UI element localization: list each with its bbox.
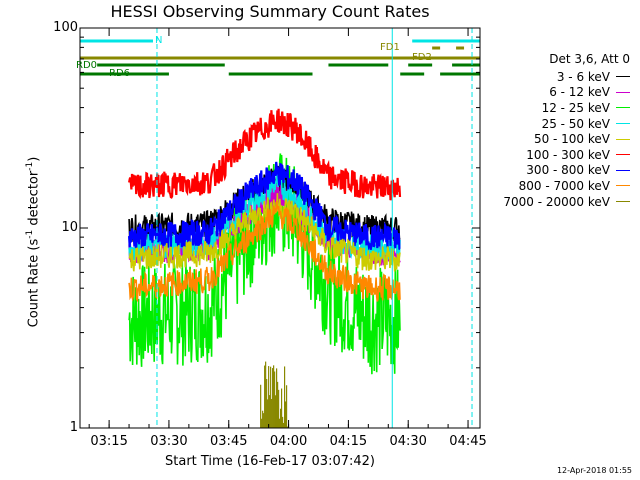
legend-label: 300 - 800 keV [526, 163, 610, 178]
series-50-100-kev [128, 193, 401, 272]
series-line [128, 108, 402, 201]
series-300-800-kev [128, 161, 401, 251]
series-line [128, 200, 401, 303]
x-tick-label: 04:30 [389, 434, 427, 449]
legend-entry: 7000 - 20000 keV [490, 194, 630, 210]
legend: 3 - 6 keV 6 - 12 keV 12 - 25 keV 25 - 50 ke… [490, 69, 630, 209]
legend-swatch [616, 201, 630, 203]
y-tick-label: 100 [53, 20, 78, 35]
legend-swatch [616, 154, 630, 156]
legend-swatch [616, 107, 630, 109]
x-tick-label: 03:30 [150, 434, 188, 449]
y-tick-label: 1 [69, 420, 78, 435]
legend-swatch [616, 91, 630, 93]
flag-label-fd1: FD1 [380, 42, 400, 53]
x-tick-label: 03:45 [210, 434, 248, 449]
legend-label: 12 - 25 keV [541, 100, 610, 115]
x-tick-label: 04:45 [449, 434, 487, 449]
chart-title: HESSI Observing Summary Count Rates [110, 2, 430, 21]
series-line [128, 193, 401, 272]
flag-label-n: N [155, 35, 163, 46]
legend-entry: 12 - 25 keV [490, 100, 630, 116]
legend-label: 800 - 7000 keV [518, 178, 610, 193]
legend-label: 100 - 300 keV [526, 147, 610, 162]
legend-title: Det 3,6, Att 0 [549, 52, 630, 66]
flag-label-rd0: RD0 [76, 60, 98, 71]
legend-label: 7000 - 20000 keV [503, 194, 610, 209]
legend-entry: 100 - 300 keV [490, 147, 630, 163]
legend-swatch [616, 185, 630, 187]
series-800-7000-kev [128, 200, 401, 303]
legend-swatch [616, 123, 630, 125]
series-line [128, 161, 401, 251]
legend-entry: 3 - 6 keV [490, 69, 630, 85]
y-tick-label: 10 [61, 220, 78, 235]
legend-label: 50 - 100 keV [533, 132, 610, 147]
series-7000-20000-kev [260, 361, 289, 428]
legend-swatch [616, 138, 630, 140]
legend-swatch [616, 169, 630, 171]
legend-entry: 6 - 12 keV [490, 85, 630, 101]
legend-label: 6 - 12 keV [549, 85, 610, 100]
y-axis-label: Count Rate (s-1 detector-1) [25, 156, 42, 328]
x-tick-label: 04:00 [269, 434, 308, 449]
legend-entry: 25 - 50 keV [490, 116, 630, 132]
legend-label: 25 - 50 keV [541, 116, 610, 131]
legend-entry: 300 - 800 keV [490, 163, 630, 179]
x-tick-label: 04:15 [329, 434, 368, 449]
x-tick-label: 03:15 [90, 434, 128, 449]
legend-entry: 800 - 7000 keV [490, 178, 630, 194]
x-axis-label: Start Time (16-Feb-17 03:07:42) [165, 454, 375, 469]
legend-entry: 50 - 100 keV [490, 131, 630, 147]
generation-timestamp: 12-Apr-2018 01:55 [556, 466, 632, 475]
series-100-300-kev [128, 108, 402, 201]
legend-swatch [616, 76, 630, 78]
flag-label-fd2: FD2 [412, 52, 432, 63]
flag-label-rd6: RD6 [109, 68, 131, 79]
legend-label: 3 - 6 keV [556, 69, 610, 84]
